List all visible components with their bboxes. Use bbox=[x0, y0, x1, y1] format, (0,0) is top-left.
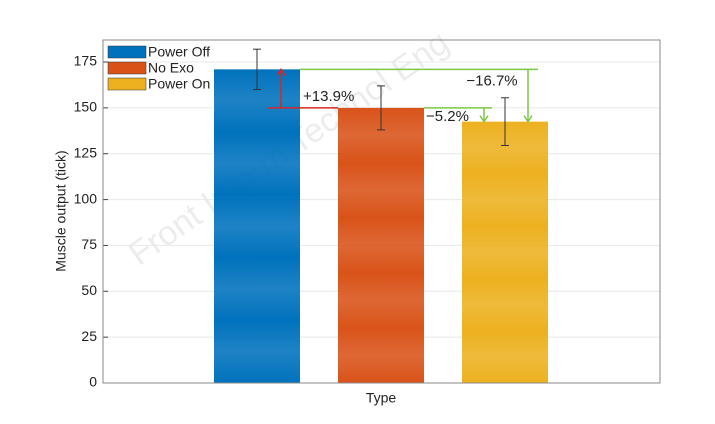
legend-swatch bbox=[107, 61, 147, 75]
annotation: −5.2% bbox=[426, 108, 469, 125]
annotation: +13.9% bbox=[303, 88, 354, 105]
y-tick-label: 125 bbox=[74, 144, 98, 160]
bar bbox=[338, 107, 424, 384]
y-tick-label: 25 bbox=[81, 328, 97, 344]
legend-label: No Exo bbox=[148, 60, 194, 76]
legend-label: Power On bbox=[148, 76, 210, 92]
x-axis-label: Type bbox=[366, 390, 397, 406]
legend-label: Power Off bbox=[148, 44, 210, 60]
arrow-head bbox=[276, 67, 286, 76]
y-tick-label: 175 bbox=[74, 53, 98, 69]
y-tick-label: 50 bbox=[81, 282, 97, 298]
legend-swatch bbox=[107, 77, 147, 91]
y-tick-label: 0 bbox=[89, 374, 97, 390]
error-bar bbox=[253, 48, 261, 91]
legend-swatch bbox=[107, 45, 147, 59]
y-tick-label: 75 bbox=[81, 236, 97, 252]
y-axis-label: Muscle output (tick) bbox=[53, 150, 69, 271]
axes-frame bbox=[102, 39, 661, 384]
error-bar bbox=[501, 97, 509, 146]
bar bbox=[462, 121, 548, 384]
arrow-head bbox=[479, 115, 489, 123]
error-bar bbox=[377, 85, 385, 131]
bar bbox=[214, 69, 300, 383]
annotation: −16.7% bbox=[466, 72, 517, 89]
y-tick-label: 150 bbox=[74, 99, 98, 115]
arrow-head bbox=[523, 115, 533, 123]
y-tick-label: 100 bbox=[74, 190, 98, 206]
